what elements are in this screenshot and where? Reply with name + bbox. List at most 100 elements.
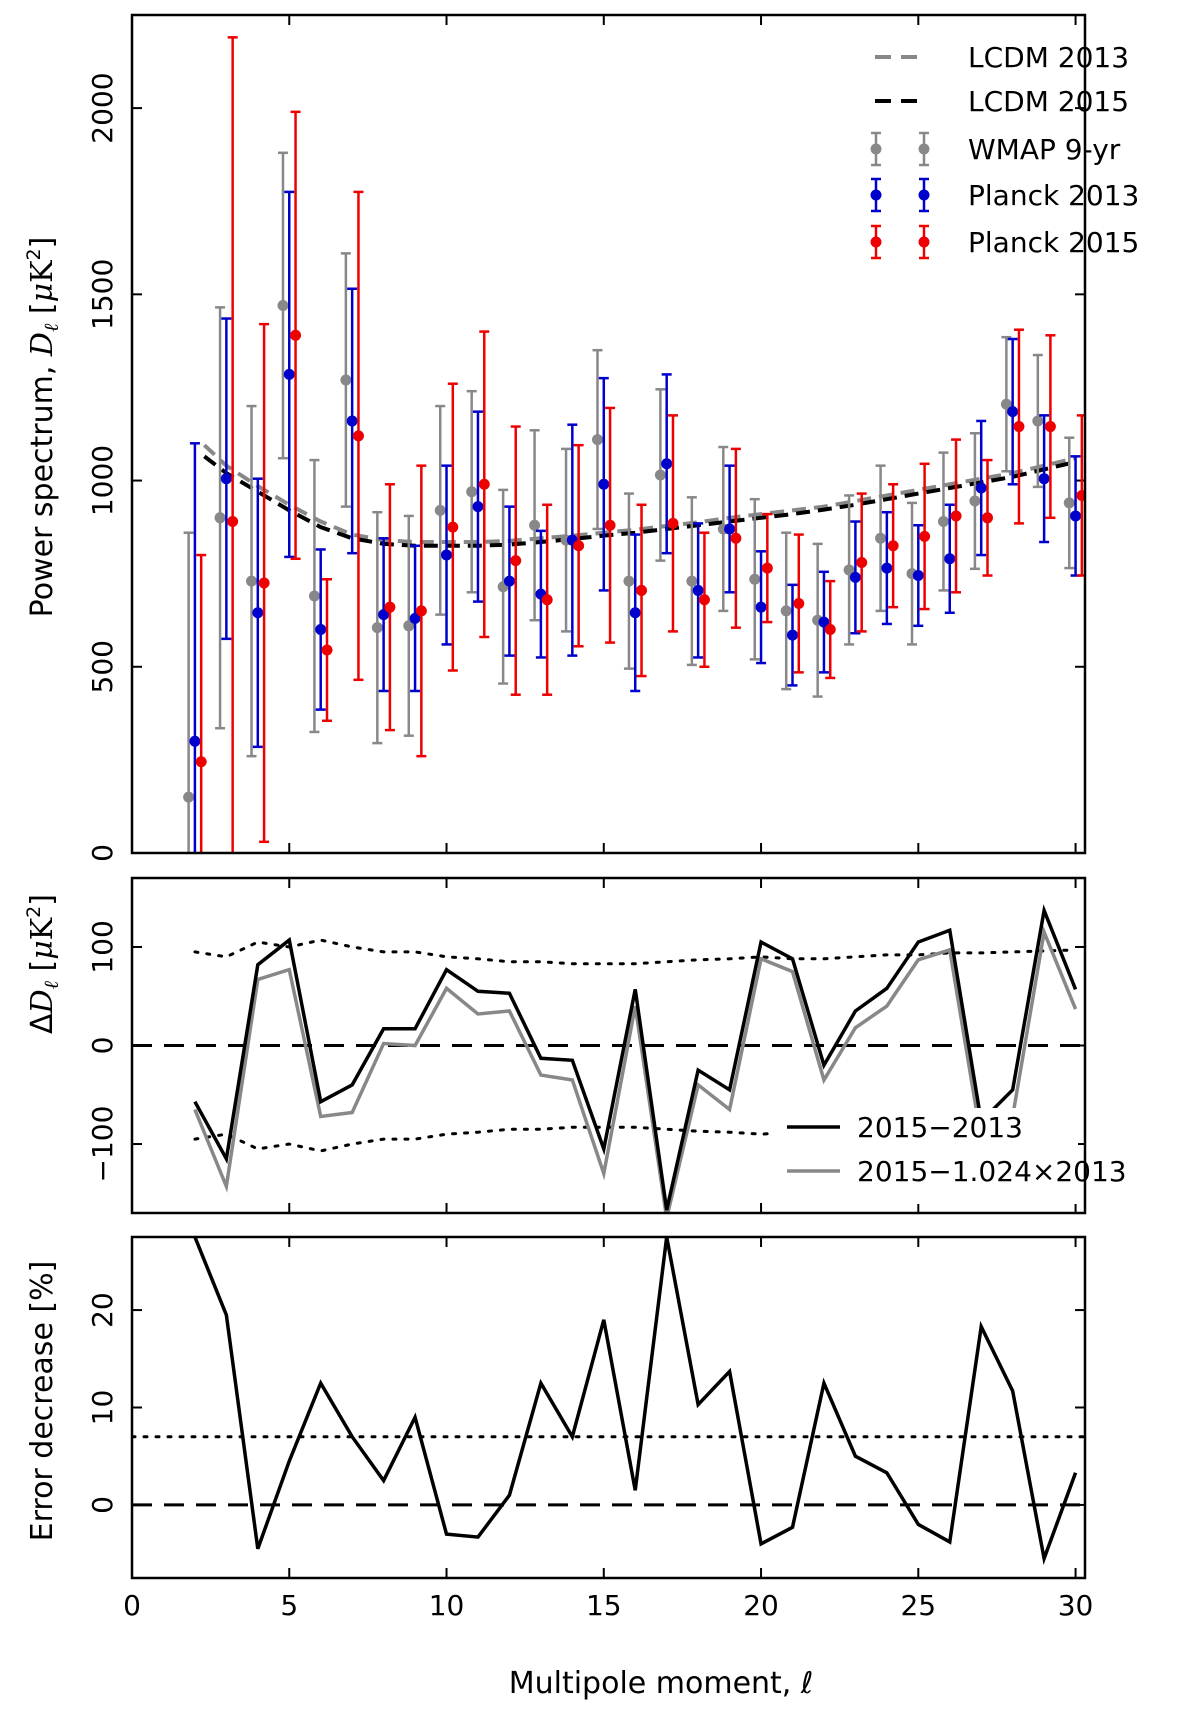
top-plot-area bbox=[183, 36, 1085, 853]
planck-2013-point bbox=[661, 458, 673, 470]
top-ylabel: Power spectrum, Dℓ [μK2] bbox=[23, 237, 63, 618]
wmap-point bbox=[434, 504, 446, 516]
planck-2015-point bbox=[636, 584, 648, 596]
planck-2013-point bbox=[849, 571, 861, 583]
wmap-point bbox=[1032, 415, 1044, 427]
planck-2015-point bbox=[1044, 421, 1056, 433]
planck-2013-point bbox=[252, 607, 264, 619]
planck-2013-point bbox=[1070, 510, 1082, 522]
diff-line-2015-2013 bbox=[193, 904, 1078, 1211]
planck-2013-point bbox=[944, 553, 956, 565]
planck-2013-point bbox=[755, 601, 767, 613]
y-tick-label: 1500 bbox=[86, 259, 119, 330]
panel-frame-middle bbox=[130, 876, 1087, 1215]
y-tick-label: 20 bbox=[86, 1292, 119, 1328]
panel-frame-bottom bbox=[130, 1235, 1087, 1580]
planck-2015-point bbox=[478, 478, 490, 490]
wmap-point bbox=[246, 575, 258, 587]
wmap-point bbox=[780, 605, 792, 617]
wmap-point bbox=[843, 564, 855, 576]
middle-plot-area bbox=[132, 904, 1085, 1213]
x-tick-label: 10 bbox=[429, 1589, 465, 1622]
planck-2015-point bbox=[604, 519, 616, 531]
planck-2013-point bbox=[629, 607, 641, 619]
planck-2015-point bbox=[290, 329, 302, 341]
wmap-point bbox=[623, 575, 635, 587]
legend-label: 2015−2013 bbox=[857, 1111, 1023, 1144]
planck-2013-point bbox=[503, 575, 515, 587]
planck-2013-point bbox=[472, 501, 484, 513]
planck-2013-point bbox=[346, 415, 358, 427]
planck-2015-point bbox=[573, 540, 585, 552]
planck-2013-point bbox=[220, 473, 232, 485]
wmap-point bbox=[371, 622, 383, 634]
error-decrease-line bbox=[193, 1237, 1078, 1566]
y-tick-label: −100 bbox=[86, 1106, 119, 1183]
planck-2013-point bbox=[912, 570, 924, 582]
planck-2015-point bbox=[227, 516, 239, 528]
wmap-point bbox=[591, 434, 603, 446]
wmap-point bbox=[277, 300, 289, 312]
planck-2015-point bbox=[258, 577, 270, 589]
planck-2015-point bbox=[919, 530, 931, 542]
planck-2015-point bbox=[384, 601, 396, 613]
planck-2013-point bbox=[975, 482, 987, 494]
planck-2013-point bbox=[441, 549, 453, 561]
x-tick-label: 30 bbox=[1058, 1589, 1094, 1622]
wmap-point bbox=[1063, 497, 1075, 509]
legend-label: 2015−1.024×2013 bbox=[857, 1155, 1127, 1188]
planck-2015-point bbox=[541, 594, 553, 606]
bottom-plot-area bbox=[132, 1237, 1085, 1566]
panel-frame-top bbox=[130, 13, 1087, 855]
planck-2015-point bbox=[824, 624, 836, 636]
planck-2015-point bbox=[981, 512, 993, 524]
planck-2015-point bbox=[730, 532, 742, 544]
planck-2015-point bbox=[447, 521, 459, 533]
model-curve-lcdm-2013 bbox=[202, 443, 1077, 545]
x-tick-label: 0 bbox=[123, 1589, 141, 1622]
legend-label: LCDM 2015 bbox=[968, 85, 1129, 118]
wmap-point bbox=[183, 791, 195, 803]
bottom-ylabel: Error decrease [%] bbox=[25, 1261, 60, 1542]
wmap-point bbox=[969, 495, 981, 507]
planck-2015-point bbox=[352, 430, 364, 442]
diff-line-scaled bbox=[193, 925, 1078, 1213]
planck-2013-point bbox=[818, 616, 830, 628]
planck-2015-point bbox=[1013, 421, 1025, 433]
error-envelope-upper bbox=[193, 938, 1078, 966]
planck-2013-point bbox=[378, 609, 390, 621]
y-tick-label: 1000 bbox=[86, 445, 119, 516]
planck-2015-point bbox=[698, 594, 710, 606]
model-curve-lcdm-2015 bbox=[203, 454, 1077, 548]
legend-point bbox=[870, 236, 882, 248]
y-tick-label: 2000 bbox=[86, 72, 119, 143]
middle-ylabel: ΔDℓ [μK2] bbox=[23, 894, 63, 1034]
legend-label: Planck 2013 bbox=[968, 179, 1139, 212]
wmap-point bbox=[1000, 398, 1012, 410]
top-legend: LCDM 2013 LCDM 2015 WMAP 9-yr Planck 2013 Pl… bbox=[870, 41, 1139, 260]
middle-legend-bg bbox=[770, 1108, 1078, 1204]
x-tick-label: 20 bbox=[743, 1589, 779, 1622]
wmap-point bbox=[466, 486, 478, 498]
wmap-point bbox=[937, 516, 949, 528]
xlabel: Multipole moment, ℓ bbox=[509, 1666, 814, 1701]
planck-2015-point bbox=[415, 605, 427, 617]
planck-2013-point bbox=[692, 584, 704, 596]
middle-legend: 2015−2013 2015−1.024×2013 bbox=[770, 1108, 1127, 1204]
planck-2013-point bbox=[283, 368, 295, 380]
planck-2015-point bbox=[510, 555, 522, 567]
planck-2015-point bbox=[950, 510, 962, 522]
x-tick-label: 5 bbox=[280, 1589, 298, 1622]
wmap-point bbox=[875, 532, 887, 544]
y-tick-label: 100 bbox=[86, 920, 119, 973]
planck-2013-point bbox=[1038, 473, 1050, 485]
planck-2015-point bbox=[1076, 489, 1085, 501]
y-tick-label: 0 bbox=[86, 1496, 119, 1514]
planck-2015-point bbox=[856, 556, 868, 568]
y-tick-label: 0 bbox=[86, 844, 119, 862]
wmap-point bbox=[340, 374, 352, 386]
x-tick-label: 15 bbox=[586, 1589, 622, 1622]
